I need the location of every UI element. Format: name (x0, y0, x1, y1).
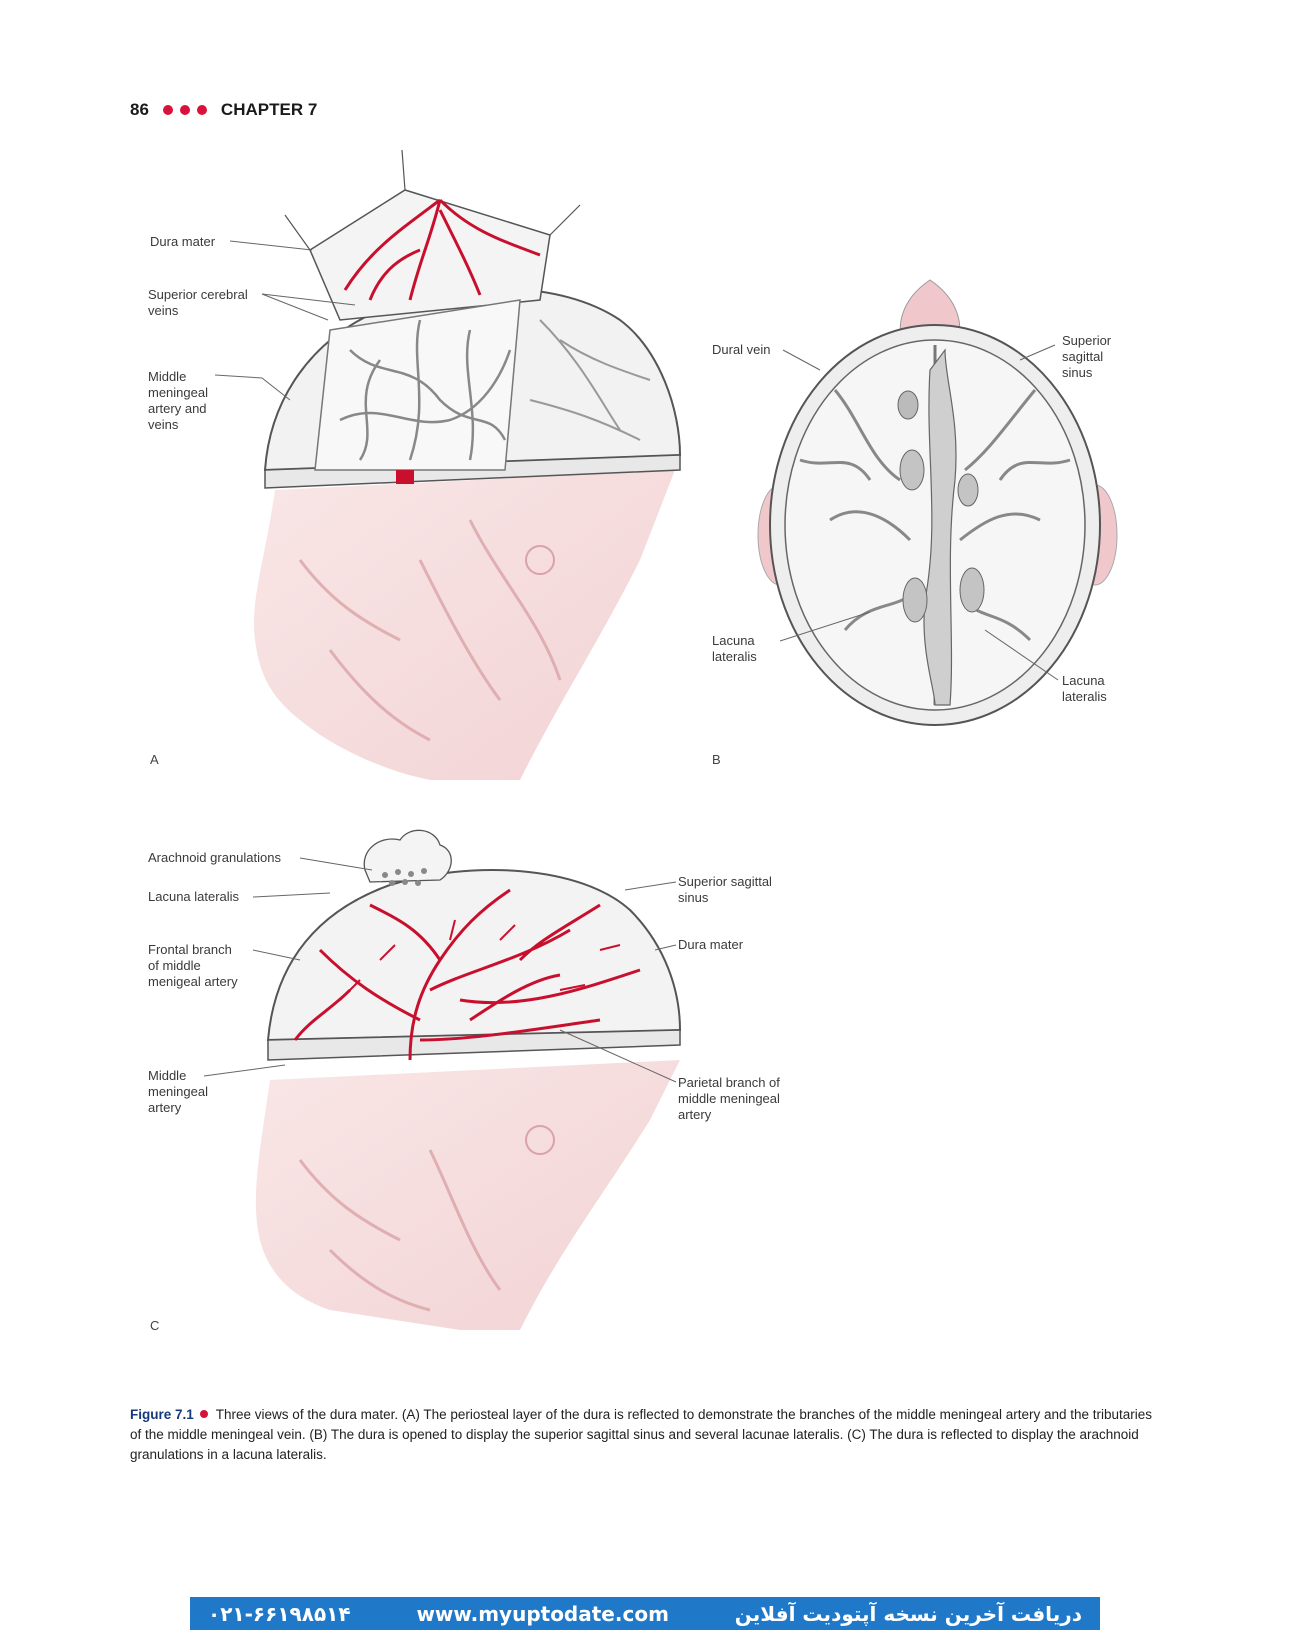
panel-letter-b: B (712, 752, 721, 767)
label-parietal-branch: Parietal branch of middle meningeal arte… (678, 1075, 780, 1122)
label-middle-meningeal-artery-veins: Middle meningeal artery and veins (148, 369, 208, 432)
label-middle-meningeal-artery: Middle meningeal artery (148, 1068, 208, 1115)
figure-caption: Figure 7.1 Three views of the dura mater.… (130, 1405, 1160, 1465)
label-superior-sagittal-sinus-b: Superior sagittal sinus (1062, 333, 1112, 380)
footer-banner[interactable]: ۰۲۱-۶۶۱۹۸۵۱۴ www.myuptodate.com دریافت آ… (190, 1597, 1100, 1630)
panel-letter-c: C (150, 1318, 160, 1333)
label-superior-sagittal-sinus-c: Superior sagittal sinus (678, 874, 772, 905)
leader-lines (203, 240, 1059, 1083)
label-frontal-branch: Frontal branch of middle menigeal artery (148, 942, 238, 989)
page-header: 86 CHAPTER 7 (130, 98, 317, 122)
label-lacuna-lateralis-right: Lacuna lateralis (1062, 673, 1107, 704)
panel-letter-a: A (150, 752, 159, 767)
header-dot-icon (196, 105, 207, 115)
figure-label: Figure 7.1 (130, 1407, 194, 1422)
page-number: 86 (130, 100, 149, 119)
label-arachnoid-granulations: Arachnoid granulations (148, 850, 281, 865)
header-dot-icon (179, 105, 190, 115)
banner-persian-text: دریافت آخرین نسخه آپتودیت آفلاین (734, 1601, 1082, 1626)
caption-dot-icon (199, 1410, 208, 1418)
banner-phone: ۰۲۱-۶۶۱۹۸۵۱۴ (208, 1601, 351, 1626)
banner-url[interactable]: www.myuptodate.com (416, 1601, 669, 1626)
label-dura-mater-c: Dura mater (678, 937, 744, 952)
chapter-title: CHAPTER 7 (220, 100, 318, 119)
figure-c-illustration (255, 829, 682, 1330)
label-dura-mater-a: Dura mater (150, 234, 216, 249)
caption-text: Three views of the dura mater. (A) The p… (130, 1407, 1153, 1462)
header-dot-icon (162, 105, 173, 115)
label-lacuna-lateralis-c: Lacuna lateralis (148, 889, 240, 904)
figure-a-illustration (254, 149, 682, 780)
figure-b-illustration (757, 279, 1118, 726)
label-dural-vein: Dural vein (712, 342, 771, 357)
header-dots (162, 105, 207, 115)
label-superior-cerebral-veins: Superior cerebral veins (148, 287, 248, 318)
label-lacuna-lateralis-left: Lacuna lateralis (712, 633, 757, 664)
